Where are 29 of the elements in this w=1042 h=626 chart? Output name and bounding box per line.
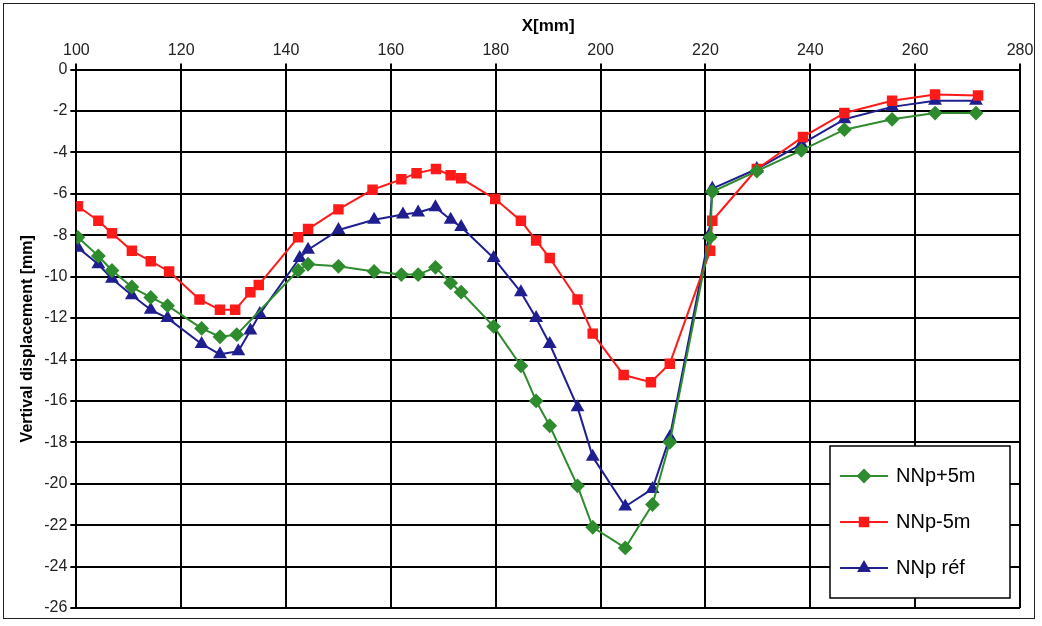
y-tick-label: -24 xyxy=(44,556,68,574)
legend-label: NNp réf xyxy=(896,555,966,578)
x-tick-label: 100 xyxy=(62,41,90,59)
x-tick-label: 280 xyxy=(1006,41,1034,59)
y-tick-label: -18 xyxy=(44,432,68,450)
x-axis-title: X[mm] xyxy=(521,15,575,35)
y-tick-label: -10 xyxy=(44,267,68,285)
y-tick-label: -20 xyxy=(44,474,68,492)
y-tick-label: -22 xyxy=(44,515,68,533)
x-tick-label: 160 xyxy=(377,41,405,59)
y-tick-label: -6 xyxy=(53,184,68,202)
y-tick-label: -12 xyxy=(44,308,68,326)
y-tick-label: 0 xyxy=(58,60,68,78)
y-tick-label: -2 xyxy=(53,101,68,119)
x-tick-label: 240 xyxy=(796,41,824,59)
y-tick-label: -14 xyxy=(44,349,68,367)
x-tick-label: 200 xyxy=(587,41,615,59)
legend-label: NNp+5m xyxy=(896,463,976,486)
y-axis-title: Vertival displacement [mm] xyxy=(18,235,36,443)
x-tick-label: 180 xyxy=(482,41,510,59)
x-tick-label: 220 xyxy=(692,41,719,59)
x-tick-label: 140 xyxy=(272,41,300,59)
legend-label: NNp-5m xyxy=(896,509,971,532)
y-tick-label: -8 xyxy=(53,225,68,243)
y-tick-label: -16 xyxy=(44,391,68,409)
y-tick-label: -4 xyxy=(53,142,68,160)
y-tick-label: -26 xyxy=(44,598,68,616)
x-tick-label: 120 xyxy=(167,41,195,59)
x-tick-label: 260 xyxy=(901,41,929,59)
